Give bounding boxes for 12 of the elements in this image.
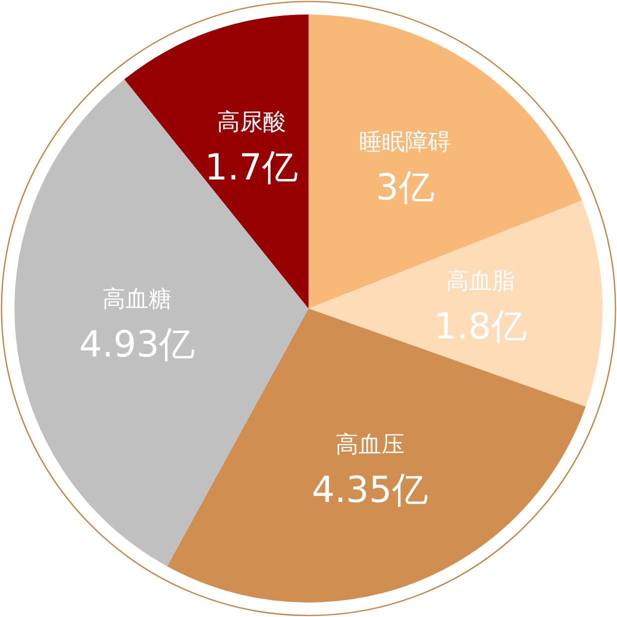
slice-label: 睡眠障碍 (359, 129, 452, 156)
data-label: 4.93亿 (79, 324, 196, 366)
data-label: 3亿 (376, 167, 435, 208)
slice-label: 高血压 (335, 432, 404, 458)
pie-slice (308, 14, 582, 308)
slice-label: 高尿酸 (216, 109, 286, 136)
data-label: 1.7亿 (204, 147, 298, 188)
slice-label: 高血糖 (102, 286, 172, 313)
slice-label: 高血脂 (446, 268, 515, 294)
data-label: 4.35亿 (312, 470, 428, 512)
data-label: 1.8亿 (434, 306, 528, 348)
pie-slice (14, 79, 308, 566)
